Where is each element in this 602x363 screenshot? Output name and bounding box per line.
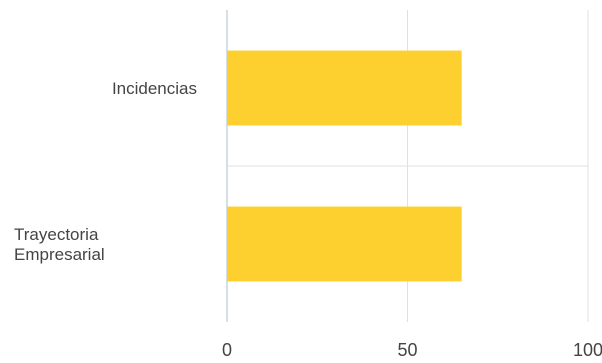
x-tick-label: 50 <box>397 340 417 360</box>
bar <box>227 50 462 126</box>
bars <box>227 50 462 282</box>
category-label: Incidencias <box>112 79 197 98</box>
x-tick-label: 0 <box>222 340 232 360</box>
category-labels: Incidencias Trayectoria Empresarial <box>14 79 197 264</box>
bar <box>227 206 462 282</box>
x-tick-label: 100 <box>573 340 602 360</box>
category-label: Trayectoria Empresarial <box>14 225 105 264</box>
x-tick-labels: 0 50 100 <box>222 340 602 360</box>
